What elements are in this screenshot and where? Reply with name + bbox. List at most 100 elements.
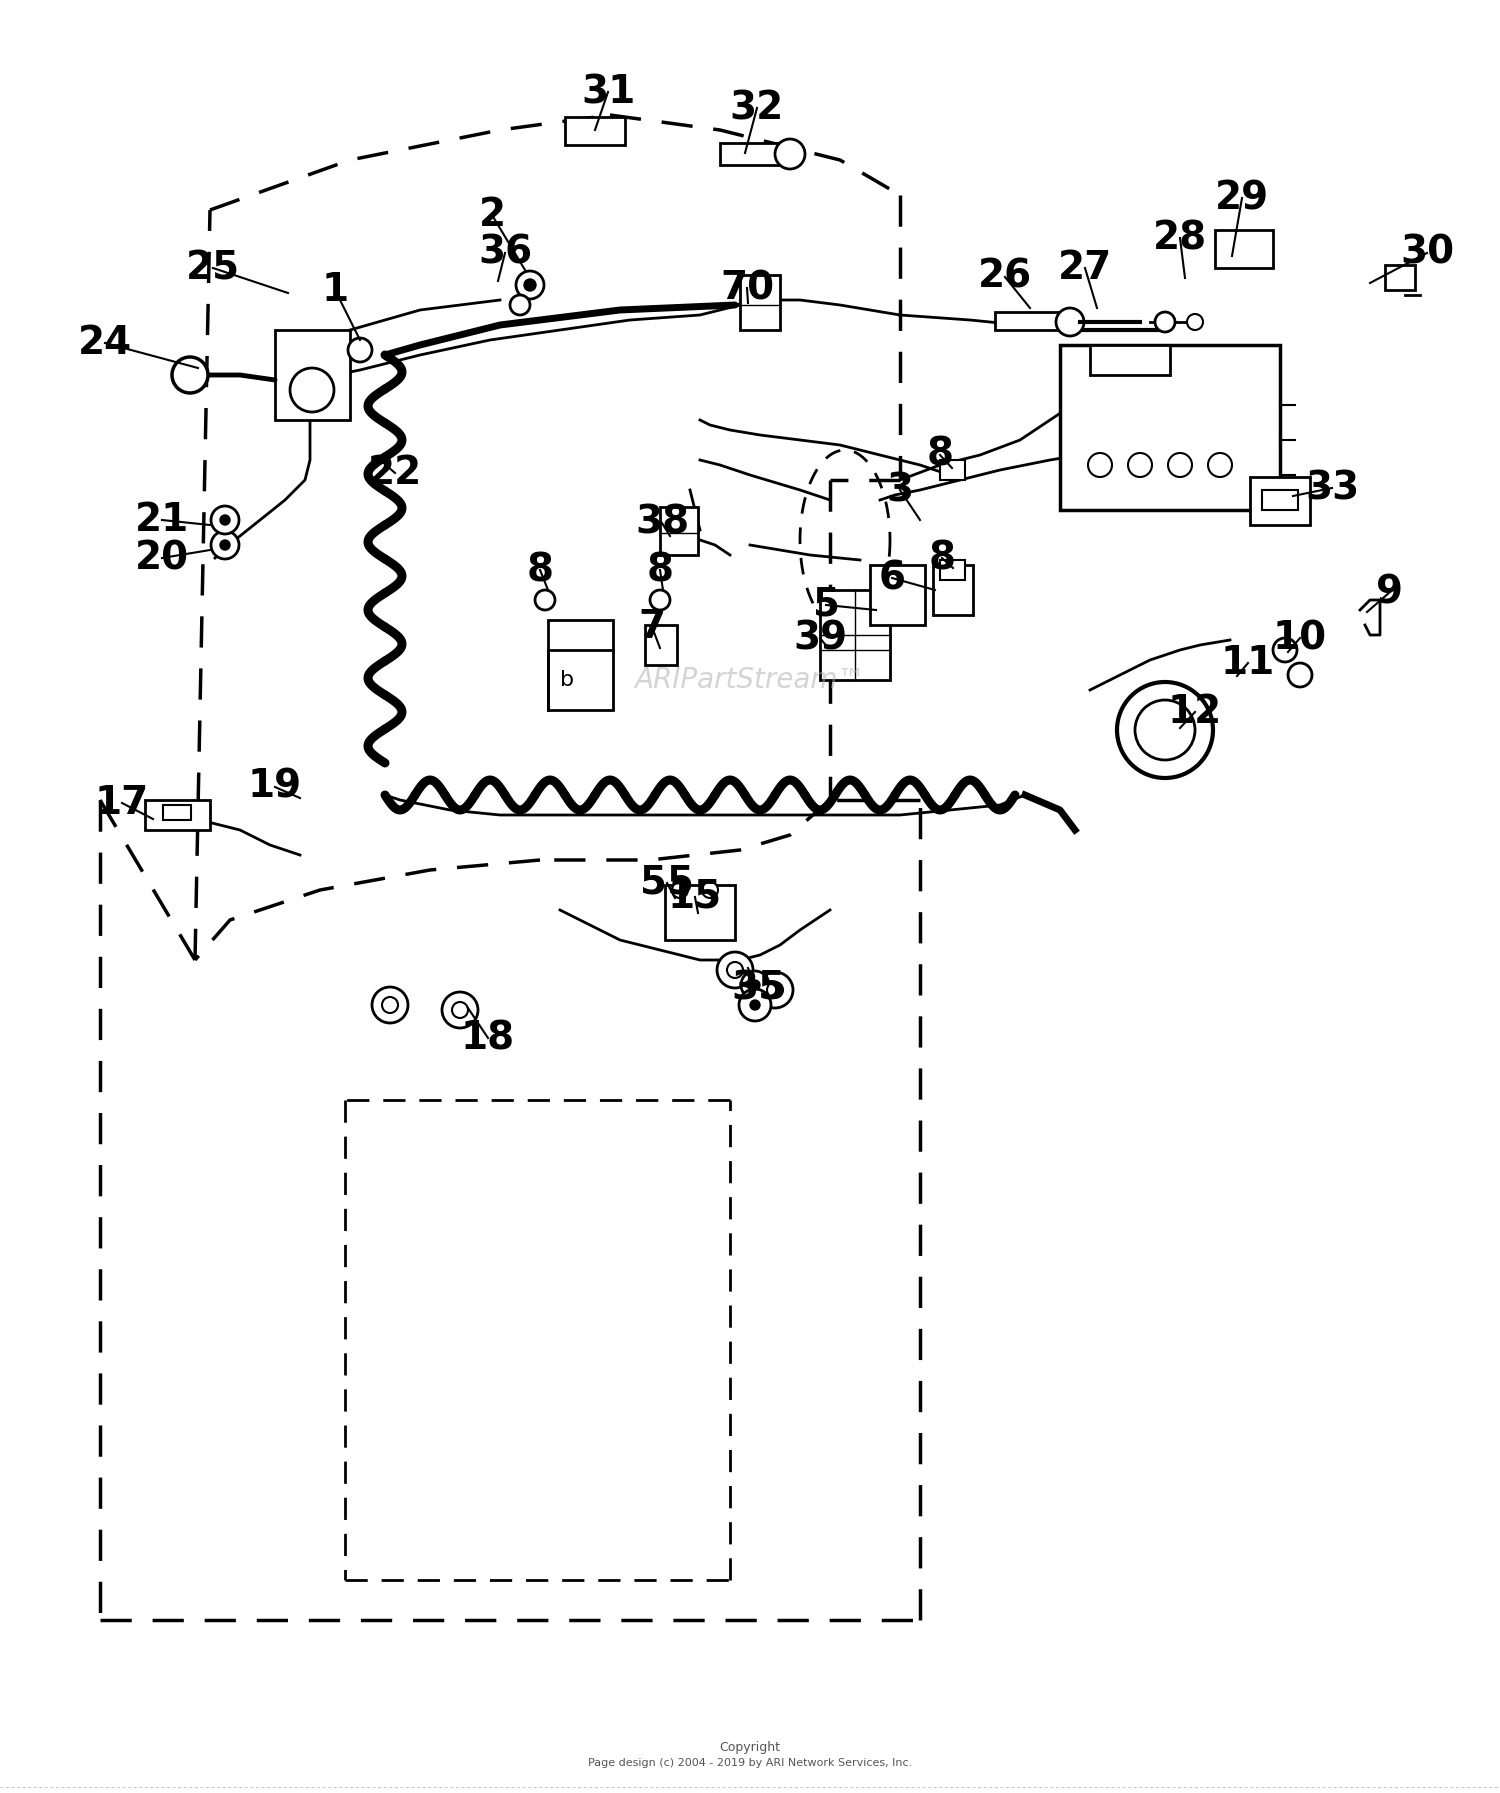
Text: 22: 22 [368,454,422,491]
Text: 27: 27 [1058,249,1112,287]
Circle shape [670,895,690,914]
Circle shape [211,531,238,559]
Text: 8: 8 [526,550,554,588]
Bar [664,886,735,940]
Text: 30: 30 [1400,235,1453,273]
Text: 32: 32 [730,90,784,127]
Circle shape [1208,454,1231,477]
Circle shape [728,963,742,977]
Circle shape [741,972,770,999]
Bar [1384,265,1414,290]
Text: Copyright: Copyright [720,1741,780,1755]
Text: 26: 26 [978,258,1032,296]
Circle shape [672,882,688,898]
Circle shape [1186,314,1203,330]
Circle shape [1274,638,1298,662]
Text: 2: 2 [478,195,506,235]
Bar [740,274,780,330]
Bar [994,312,1065,330]
Bar [940,461,964,481]
Circle shape [524,280,536,290]
Bar [821,590,890,680]
Circle shape [717,952,753,988]
Bar [566,117,626,145]
Bar [1250,477,1310,525]
Text: 35: 35 [730,968,784,1008]
Text: 5: 5 [813,586,840,624]
Circle shape [220,540,230,550]
Text: 70: 70 [720,269,774,307]
Bar [146,800,210,830]
Text: 55: 55 [640,864,694,902]
Text: 18: 18 [460,1018,514,1058]
Circle shape [1118,681,1214,778]
Circle shape [382,997,398,1013]
Bar [933,565,974,615]
Bar [1090,344,1170,375]
Text: 8: 8 [927,436,954,473]
Circle shape [1155,312,1174,332]
Circle shape [650,590,670,610]
Bar [274,330,350,420]
Circle shape [750,981,760,990]
Text: 9: 9 [1377,574,1404,611]
Text: 19: 19 [248,767,302,807]
Bar [870,565,925,626]
Text: 8: 8 [646,550,674,588]
Text: 3: 3 [886,472,914,509]
Text: 6: 6 [879,559,906,597]
Circle shape [172,357,208,393]
Text: 1: 1 [321,271,348,308]
Circle shape [1136,699,1196,760]
Circle shape [702,882,718,898]
Text: 15: 15 [668,879,722,916]
Text: 8: 8 [928,540,956,577]
Bar [548,620,614,710]
Circle shape [766,983,783,999]
Circle shape [1056,308,1084,335]
Text: 12: 12 [1168,694,1222,732]
Circle shape [1288,663,1312,687]
Bar [660,507,698,556]
Circle shape [452,1002,468,1018]
Text: Page design (c) 2004 - 2019 by ARI Network Services, Inc.: Page design (c) 2004 - 2019 by ARI Netwo… [588,1757,912,1768]
Text: 20: 20 [135,540,189,577]
Text: ARIPartStream™: ARIPartStream™ [634,665,866,694]
Text: 10: 10 [1274,619,1328,656]
Text: 11: 11 [1221,644,1275,681]
Circle shape [442,992,478,1027]
Bar [940,559,964,579]
Text: b: b [560,671,574,690]
Circle shape [220,515,230,525]
Bar [1262,489,1298,509]
Circle shape [348,339,372,362]
Circle shape [510,296,530,316]
Bar [1215,230,1274,267]
Circle shape [740,990,771,1020]
Bar [645,626,676,665]
Circle shape [1088,454,1112,477]
Bar [164,805,190,819]
Text: 7: 7 [639,608,666,645]
Circle shape [750,1000,760,1009]
Circle shape [776,140,806,169]
Text: 38: 38 [634,504,688,541]
Bar [1060,344,1280,509]
Text: 39: 39 [794,619,847,656]
Text: 33: 33 [1305,470,1359,507]
Bar [720,143,790,165]
Circle shape [372,986,408,1024]
Circle shape [536,590,555,610]
Text: 36: 36 [478,235,532,273]
Text: 29: 29 [1215,179,1269,217]
Text: 25: 25 [186,249,240,287]
Text: 17: 17 [94,784,148,821]
Circle shape [758,972,794,1008]
Text: 31: 31 [580,74,634,111]
Circle shape [1168,454,1192,477]
Circle shape [516,271,544,299]
Text: 24: 24 [78,325,132,362]
Circle shape [1128,454,1152,477]
Circle shape [211,506,238,534]
Text: 21: 21 [135,500,189,540]
